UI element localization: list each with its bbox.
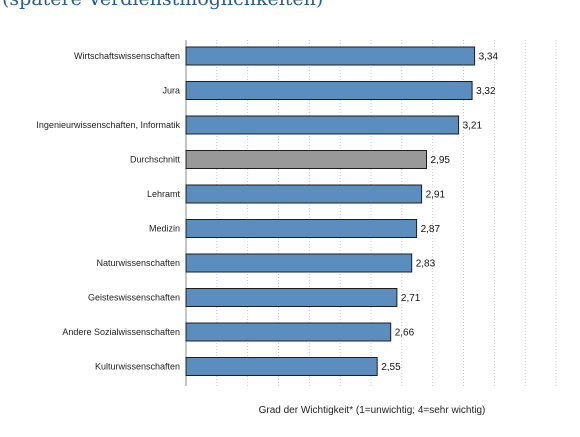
value-label: 3,21 <box>463 121 483 132</box>
value-label: 2,71 <box>401 293 421 304</box>
value-label: 3,34 <box>479 52 499 63</box>
value-label: 3,32 <box>476 86 496 97</box>
category-label: Kulturwissenschaften <box>95 362 180 372</box>
category-label: Geisteswissenschaften <box>88 293 180 303</box>
category-label: Andere Sozialwissenschaften <box>62 327 180 337</box>
category-label: Ingenieurwissenschaften, Informatik <box>36 120 180 130</box>
bar <box>185 115 460 135</box>
value-label: 2,91 <box>426 190 446 201</box>
value-label: 2,66 <box>395 328 415 339</box>
category-label: Wirtschaftswissenschaften <box>74 51 180 61</box>
bar <box>185 219 418 238</box>
category-label: Naturwissenschaften <box>96 258 180 268</box>
category-label: Lehramt <box>147 189 181 199</box>
value-label: 2,87 <box>421 224 441 235</box>
bar <box>185 288 398 307</box>
category-label: Medizin <box>149 224 180 234</box>
bar <box>185 357 378 376</box>
bar <box>185 81 473 100</box>
value-label: 2,95 <box>431 155 451 166</box>
bar <box>185 322 392 342</box>
chart-title: (spätere Verdienstmöglichkeiten) <box>2 0 323 10</box>
bar <box>185 184 423 204</box>
bar <box>185 150 427 169</box>
bar <box>185 253 413 273</box>
category-label: Durchschnitt <box>130 155 181 165</box>
bar <box>185 46 476 66</box>
value-label: 2,55 <box>381 362 401 373</box>
category-label: Jura <box>162 86 180 96</box>
x-axis-label: Grad der Wichtigkeit* (1=unwichtig; 4=se… <box>259 405 486 416</box>
value-label: 2,83 <box>416 259 436 270</box>
